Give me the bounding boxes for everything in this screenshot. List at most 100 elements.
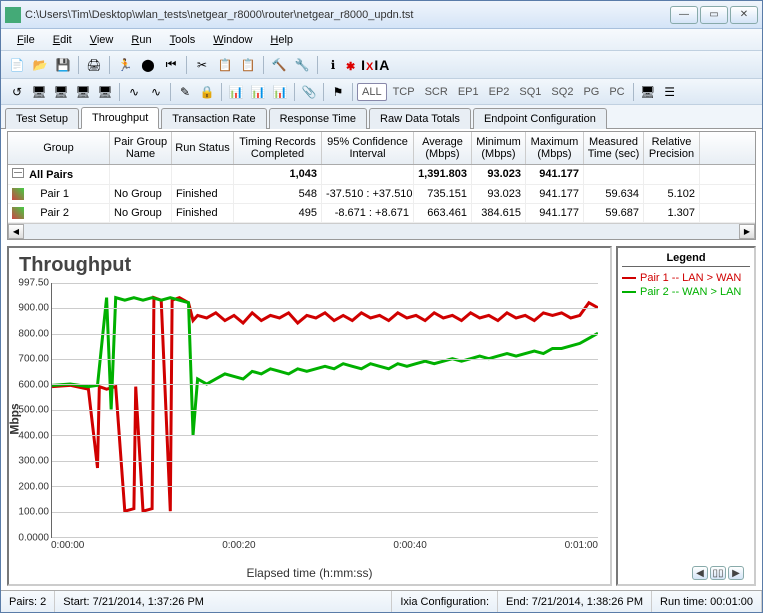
- toolbar2-icon[interactable]: 📊: [270, 82, 290, 102]
- filter-ep1[interactable]: EP1: [454, 84, 483, 100]
- col-header[interactable]: Average(Mbps): [414, 132, 472, 164]
- filter-sq2[interactable]: SQ2: [547, 84, 577, 100]
- toolbar2-icon[interactable]: 🖥: [95, 82, 115, 102]
- toolbar2-icon[interactable]: 🖥: [51, 82, 71, 102]
- legend-scroll[interactable]: ◀ ▯▯ ▶: [692, 566, 744, 580]
- menu-edit[interactable]: Edit: [45, 32, 80, 48]
- toolbar2-icon[interactable]: ↺: [7, 82, 27, 102]
- col-header[interactable]: 95% ConfidenceInterval: [322, 132, 414, 164]
- toolbar2-icon[interactable]: 📎: [299, 82, 319, 102]
- toolbar2-icon[interactable]: 🔒: [197, 82, 217, 102]
- tab-throughput[interactable]: Throughput: [81, 107, 159, 129]
- toolbar-icon[interactable]: ⬤: [138, 55, 158, 75]
- toolbar2-tail-icon[interactable]: ☰: [660, 82, 680, 102]
- legend-scroll-left-icon[interactable]: ◀: [692, 566, 708, 580]
- toolbar-icon[interactable]: ℹ: [323, 55, 343, 75]
- col-header[interactable]: Timing RecordsCompleted: [234, 132, 322, 164]
- toolbar2-icon[interactable]: 📊: [248, 82, 268, 102]
- toolbar2-icon[interactable]: 🖥: [73, 82, 93, 102]
- toolbar-icon[interactable]: 🔨: [269, 55, 289, 75]
- cell: 59.634: [584, 185, 644, 203]
- cell: [172, 165, 234, 184]
- cell: Finished: [172, 185, 234, 203]
- close-button[interactable]: ✕: [730, 6, 758, 24]
- toolbar-main: 📄📂💾🖨🏃⬤⏮✂📋📋🔨🔧ℹ ✱ IXIA: [1, 51, 762, 79]
- titlebar: C:\Users\Tim\Desktop\wlan_tests\netgear_…: [1, 1, 762, 29]
- toolbar2-tail-icon[interactable]: 🖥: [638, 82, 658, 102]
- toolbar2-icon[interactable]: 🖥: [29, 82, 49, 102]
- toolbar-icon[interactable]: 📋: [238, 55, 258, 75]
- scroll-left-icon[interactable]: ◀: [8, 224, 24, 239]
- tab-response-time[interactable]: Response Time: [269, 108, 367, 129]
- tabs: Test SetupThroughputTransaction RateResp…: [1, 105, 762, 129]
- col-header[interactable]: MeasuredTime (sec): [584, 132, 644, 164]
- toolbar-icon[interactable]: 🖨: [84, 55, 104, 75]
- cell: 1.307: [644, 204, 700, 222]
- menu-tools[interactable]: Tools: [162, 32, 204, 48]
- y-tick: 300.00: [18, 456, 49, 467]
- col-header[interactable]: Maximum(Mbps): [526, 132, 584, 164]
- filter-pc[interactable]: PC: [605, 84, 628, 100]
- toolbar2-icon[interactable]: ∿: [124, 82, 144, 102]
- window-title: C:\Users\Tim\Desktop\wlan_tests\netgear_…: [25, 9, 670, 21]
- minimize-button[interactable]: —: [670, 6, 698, 24]
- col-header[interactable]: RelativePrecision: [644, 132, 700, 164]
- cell: No Group: [110, 185, 172, 203]
- menu-view[interactable]: View: [82, 32, 122, 48]
- legend-scroll-right-icon[interactable]: ▶: [728, 566, 744, 580]
- chart-title: Throughput: [13, 252, 606, 279]
- col-header[interactable]: Minimum(Mbps): [472, 132, 526, 164]
- y-tick: 997.50: [18, 278, 49, 289]
- filter-ep2[interactable]: EP2: [485, 84, 514, 100]
- toolbar-icon[interactable]: ✂: [192, 55, 212, 75]
- cell: No Group: [110, 204, 172, 222]
- toolbar-icon[interactable]: 🏃: [115, 55, 135, 75]
- cell: 941.177: [526, 165, 584, 184]
- y-tick: 400.00: [18, 430, 49, 441]
- col-header[interactable]: Pair GroupName: [110, 132, 172, 164]
- toolbar-icon[interactable]: ⏮: [161, 55, 181, 75]
- cell: Finished: [172, 204, 234, 222]
- table-row[interactable]: All Pairs1,0431,391.80393.023941.177: [8, 165, 755, 185]
- cell: 735.151: [414, 185, 472, 203]
- toolbar-icon[interactable]: 📋: [215, 55, 235, 75]
- scroll-right-icon[interactable]: ▶: [739, 224, 755, 239]
- filter-sq1[interactable]: SQ1: [515, 84, 545, 100]
- filter-tcp[interactable]: TCP: [389, 84, 419, 100]
- cell: -37.510 : +37.510: [322, 185, 414, 203]
- table-row[interactable]: Pair 2No GroupFinished495-8.671 : +8.671…: [8, 204, 755, 223]
- y-tick: 900.00: [18, 303, 49, 314]
- cell: [644, 165, 700, 184]
- toolbar-icon[interactable]: 📂: [30, 55, 50, 75]
- menu-help[interactable]: Help: [262, 32, 301, 48]
- maximize-button[interactable]: ▭: [700, 6, 728, 24]
- toolbar-icon[interactable]: 🔧: [292, 55, 312, 75]
- toolbar2-icon[interactable]: ⚑: [328, 82, 348, 102]
- toolbar-icon[interactable]: 💾: [53, 55, 73, 75]
- legend-title: Legend: [622, 252, 750, 267]
- legend-scroll-mid-icon[interactable]: ▯▯: [710, 566, 726, 580]
- scroll-track[interactable]: [24, 224, 739, 239]
- filter-all[interactable]: ALL: [357, 83, 387, 101]
- tab-transaction-rate[interactable]: Transaction Rate: [161, 108, 266, 129]
- col-header[interactable]: Group: [8, 132, 110, 164]
- x-tick: 0:00:00: [51, 540, 84, 560]
- toolbar-icon[interactable]: 📄: [7, 55, 27, 75]
- grid-scrollbar[interactable]: ◀ ▶: [8, 223, 755, 239]
- chart-area: Throughput Mbps 0.0000100.00200.00300.00…: [7, 246, 756, 586]
- toolbar2-icon[interactable]: ∿: [146, 82, 166, 102]
- filter-pg[interactable]: PG: [579, 84, 603, 100]
- menu-window[interactable]: Window: [205, 32, 260, 48]
- toolbar2-icon[interactable]: 📊: [226, 82, 246, 102]
- col-header[interactable]: Run Status: [172, 132, 234, 164]
- y-tick: 0.0000: [18, 533, 49, 544]
- tab-test-setup[interactable]: Test Setup: [5, 108, 79, 129]
- menu-file[interactable]: File: [9, 32, 43, 48]
- tab-endpoint-configuration[interactable]: Endpoint Configuration: [473, 108, 607, 129]
- tab-raw-data-totals[interactable]: Raw Data Totals: [369, 108, 471, 129]
- menu-run[interactable]: Run: [123, 32, 159, 48]
- table-row[interactable]: Pair 1No GroupFinished548-37.510 : +37.5…: [8, 185, 755, 204]
- filter-scr[interactable]: SCR: [421, 84, 452, 100]
- y-tick: 200.00: [18, 481, 49, 492]
- toolbar2-icon[interactable]: ✎: [175, 82, 195, 102]
